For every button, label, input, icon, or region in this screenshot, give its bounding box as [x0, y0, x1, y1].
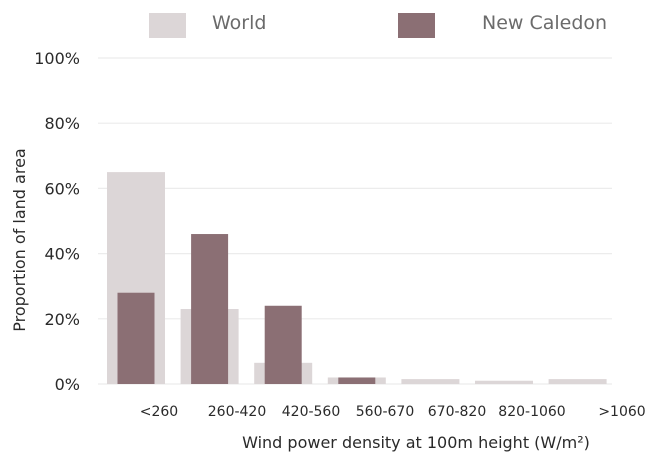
bar-new-caledon [117, 292, 155, 384]
y-tick-label: 80% [44, 114, 80, 133]
legend-swatch-new-caledon [398, 13, 435, 38]
x-tick-label: 560-670 [356, 404, 415, 420]
bar-world [548, 379, 607, 384]
bars [107, 172, 607, 384]
bar-world [401, 379, 460, 384]
legend-swatch-world [149, 13, 186, 38]
x-tick-label: >1060 [598, 404, 645, 420]
bar-new-caledon [338, 377, 376, 384]
x-tick-labels: <260 260-420 420-560 560-670 670-820 820-1060… [140, 404, 646, 420]
x-axis-title: Wind power density at 100m height (W/m²) [242, 433, 590, 452]
y-tick-label: 20% [44, 310, 80, 329]
x-tick-label: 260-420 [208, 404, 267, 420]
bar-new-caledon [191, 234, 229, 384]
y-tick-label: 0% [55, 375, 80, 394]
bar-new-caledon [264, 305, 302, 384]
y-tick-labels: 0% 20% 40% 60% 80% 100% [34, 49, 80, 394]
y-tick-label: 60% [44, 179, 80, 198]
x-tick-label: 820-1060 [498, 404, 565, 420]
x-tick-label: 420-560 [282, 404, 341, 420]
x-tick-label: 670-820 [428, 404, 487, 420]
legend-label-new-caledon: New Caledon [482, 12, 607, 34]
y-axis-title: Proportion of land area [10, 148, 29, 331]
gridlines [98, 57, 612, 385]
y-tick-label: 100% [34, 49, 80, 68]
legend-label-world: World [212, 12, 266, 34]
y-tick-label: 40% [44, 245, 80, 264]
bar-world [475, 380, 533, 384]
x-tick-label: <260 [140, 404, 178, 420]
legend: World New Caledon [149, 12, 607, 38]
